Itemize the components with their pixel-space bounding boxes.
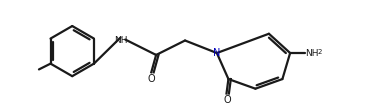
Text: N: N	[213, 48, 221, 58]
Text: 2: 2	[317, 49, 321, 55]
Text: O: O	[147, 74, 155, 84]
Text: NH: NH	[305, 49, 319, 58]
Text: O: O	[224, 95, 231, 105]
Text: NH: NH	[114, 36, 127, 45]
